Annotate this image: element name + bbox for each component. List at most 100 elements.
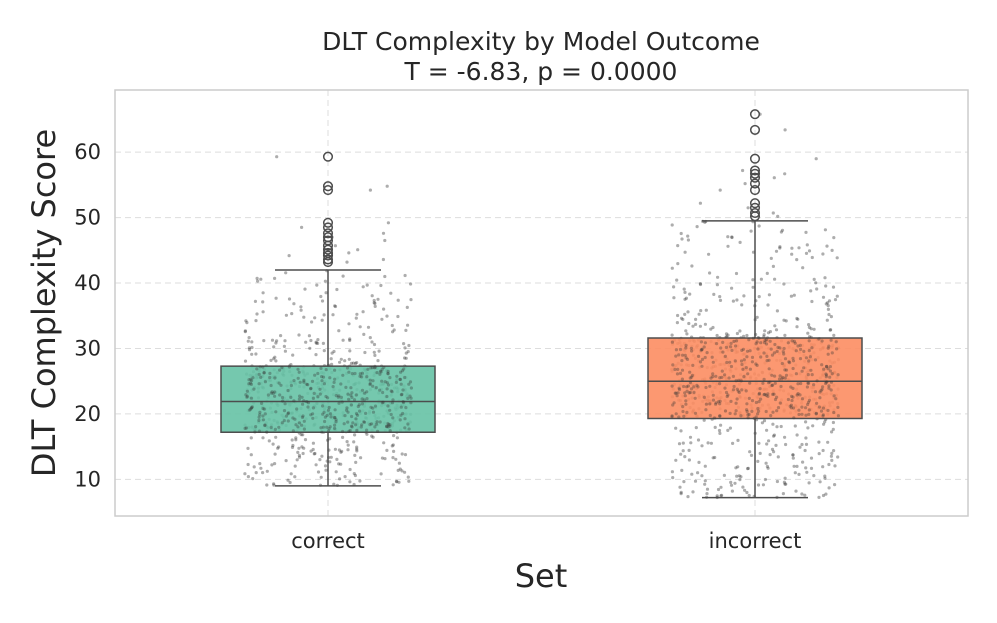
jitter-point bbox=[346, 420, 350, 424]
jitter-point bbox=[331, 313, 335, 317]
outlier-point-incorrect bbox=[749, 198, 761, 209]
jitter-point bbox=[734, 344, 738, 348]
outlier-point-incorrect bbox=[749, 202, 761, 213]
jitter-point bbox=[700, 364, 704, 368]
jitter-point bbox=[363, 391, 367, 395]
jitter-point bbox=[767, 293, 772, 297]
jitter-point bbox=[671, 363, 675, 367]
jitter-point bbox=[283, 402, 287, 406]
jitter-point bbox=[703, 482, 707, 486]
jitter-point bbox=[723, 354, 728, 358]
jitter-point bbox=[310, 379, 315, 383]
jitter-point bbox=[270, 390, 274, 394]
jitter-point bbox=[392, 434, 396, 438]
jitter-point bbox=[270, 463, 274, 467]
jitter-point bbox=[261, 300, 265, 304]
jitter-point bbox=[791, 406, 796, 410]
jitter-point bbox=[718, 414, 722, 418]
jitter-point bbox=[680, 359, 684, 363]
jitter-point bbox=[719, 423, 723, 427]
jitter-point bbox=[690, 264, 694, 268]
jitter-point bbox=[812, 383, 816, 387]
jitter-point bbox=[672, 401, 676, 405]
jitter-point bbox=[347, 322, 351, 326]
jitter-point bbox=[277, 381, 281, 385]
jitter-point bbox=[834, 340, 838, 344]
jitter-point bbox=[783, 482, 787, 486]
jitter-point bbox=[790, 394, 794, 398]
jitter-point bbox=[302, 419, 306, 423]
jitter-point bbox=[770, 353, 775, 357]
jitter-point bbox=[817, 405, 822, 409]
jitter-point bbox=[757, 391, 762, 395]
jitter-point bbox=[359, 425, 363, 429]
jitter-point bbox=[259, 277, 263, 281]
jitter-point bbox=[314, 341, 318, 345]
jitter-point bbox=[781, 375, 785, 380]
jitter-point bbox=[697, 312, 701, 316]
jitter-point bbox=[349, 361, 354, 365]
jitter-point bbox=[815, 401, 819, 405]
jitter-point bbox=[394, 457, 398, 461]
y-tick-label: 40 bbox=[74, 271, 101, 295]
jitter-point bbox=[272, 483, 276, 487]
jitter-point bbox=[768, 453, 772, 457]
jitter-point bbox=[350, 425, 354, 429]
jitter-point bbox=[687, 321, 691, 326]
jitter-point bbox=[250, 406, 254, 410]
jitter-point bbox=[757, 295, 761, 299]
jitter-point bbox=[250, 345, 254, 350]
jitter-point bbox=[310, 320, 314, 324]
jitter-point bbox=[246, 475, 250, 479]
jitter-point bbox=[404, 351, 408, 355]
jitter-point bbox=[775, 479, 780, 484]
jitter-point bbox=[723, 409, 728, 413]
jitter-point bbox=[733, 359, 737, 363]
jitter-point bbox=[697, 460, 701, 464]
jitter-point bbox=[309, 338, 313, 343]
jitter-point bbox=[801, 460, 805, 464]
jitter-point bbox=[807, 249, 812, 253]
jitter-point bbox=[686, 495, 690, 499]
jitter-point bbox=[824, 302, 828, 306]
jitter-point bbox=[390, 444, 394, 448]
jitter-point bbox=[397, 461, 401, 465]
jitter-point bbox=[688, 376, 692, 380]
jitter-point bbox=[830, 458, 834, 462]
jitter-point bbox=[678, 347, 683, 352]
jitter-point bbox=[406, 323, 410, 327]
jitter-point bbox=[783, 476, 787, 480]
jitter-point bbox=[320, 379, 324, 383]
jitter-point bbox=[770, 447, 775, 451]
jitter-point bbox=[704, 408, 708, 412]
jitter-point bbox=[735, 474, 739, 478]
jitter-point bbox=[733, 412, 737, 416]
jitter-point bbox=[378, 420, 382, 424]
jitter-point bbox=[722, 473, 727, 477]
jitter-point bbox=[297, 446, 301, 450]
jitter-point bbox=[703, 479, 707, 483]
jitter-point bbox=[400, 469, 404, 473]
jitter-point bbox=[690, 375, 694, 379]
jitter-point bbox=[269, 425, 273, 429]
jitter-point bbox=[397, 480, 401, 484]
jitter-point bbox=[796, 317, 800, 321]
jitter-point bbox=[778, 401, 782, 405]
jitter-point bbox=[409, 401, 413, 405]
jitter-point bbox=[259, 466, 263, 470]
jitter-point bbox=[718, 402, 722, 406]
jitter-point bbox=[804, 406, 808, 410]
jitter-point bbox=[366, 325, 371, 329]
jitter-point bbox=[691, 490, 695, 494]
jitter-point bbox=[677, 386, 681, 390]
jitter-point bbox=[784, 482, 788, 486]
jitter-point bbox=[349, 393, 353, 397]
jitter-point bbox=[245, 389, 249, 393]
jitter-point bbox=[704, 385, 708, 390]
jitter-point bbox=[783, 368, 787, 372]
jitter-point bbox=[256, 279, 260, 283]
jitter-point bbox=[348, 338, 352, 342]
jitter-point bbox=[708, 384, 712, 388]
jitter-point bbox=[820, 363, 824, 367]
jitter-point bbox=[341, 338, 345, 342]
